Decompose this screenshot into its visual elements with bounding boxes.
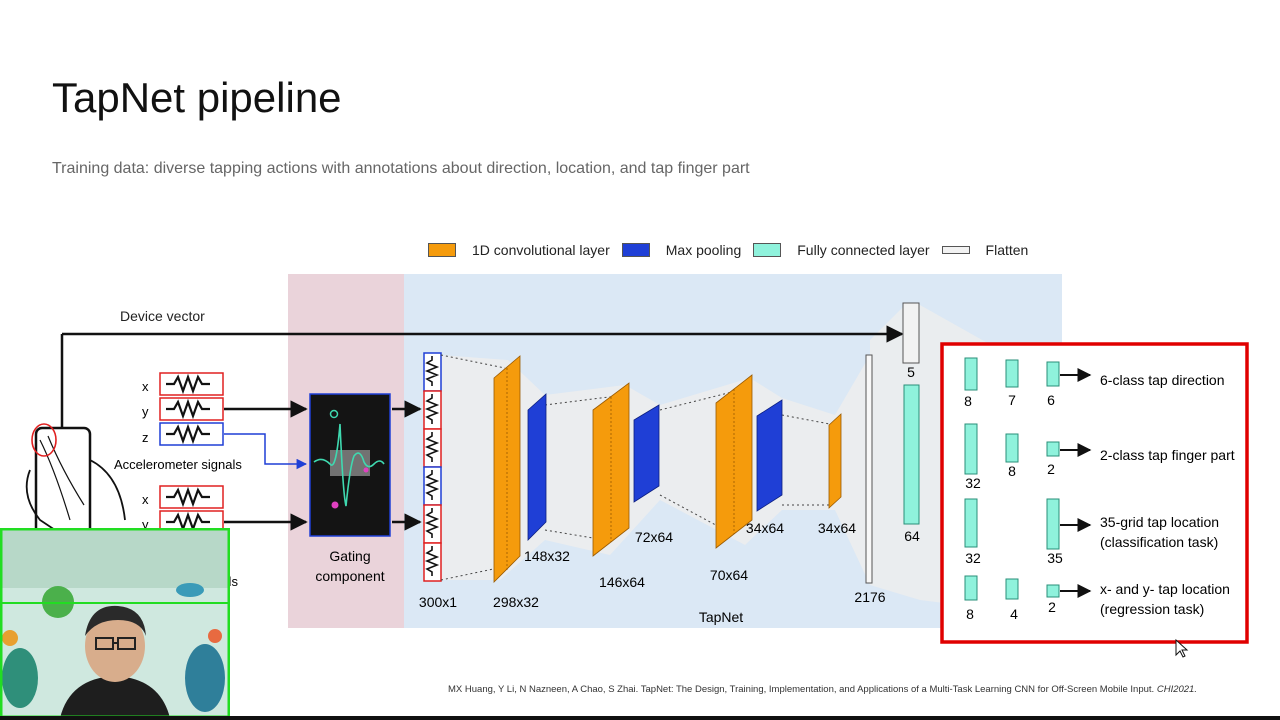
tapnet-panel xyxy=(404,274,1062,628)
head4-unit-3: 2 xyxy=(1048,599,1056,615)
legend-item-fc: Fully connected layer xyxy=(753,242,930,258)
dim-conv2: 146x64 xyxy=(599,574,645,590)
legend-item-maxpool: Max pooling xyxy=(621,242,742,258)
legend: 1D convolutional layer Max pooling Fully… xyxy=(428,240,1040,260)
accel-axis-z: z xyxy=(142,430,149,445)
legend-swatch-conv xyxy=(428,243,456,257)
fc-64-layer xyxy=(903,384,920,525)
gating-label-line1: Gating xyxy=(329,548,370,564)
slide-subtitle: Training data: diverse tapping actions w… xyxy=(52,160,750,177)
device-vector-box xyxy=(902,302,920,364)
head4-unit-1: 8 xyxy=(966,606,974,622)
head2-unit-2: 8 xyxy=(1008,463,1016,479)
head3-label-line2: (classification task) xyxy=(1100,534,1218,550)
webcam-overlay xyxy=(0,528,230,718)
dim-conv4: 34x64 xyxy=(818,520,856,536)
head1-unit-1: 8 xyxy=(964,393,972,409)
accelerometer-signals: x y z Accelerometer signals xyxy=(114,372,242,472)
accel-axis-y: y xyxy=(142,404,149,419)
head3-unit-3: 35 xyxy=(1047,550,1063,566)
legend-label-maxpool: Max pooling xyxy=(665,242,742,258)
dim-device-vector: 5 xyxy=(907,364,915,380)
citation-text: MX Huang, Y Li, N Nazneen, A Chao, S Zha… xyxy=(448,684,1155,695)
head2-label: 2-class tap finger part xyxy=(1100,447,1235,463)
webcam-video xyxy=(0,528,230,718)
fc-funnel xyxy=(870,305,1000,610)
dim-flatten: 2176 xyxy=(854,589,885,605)
legend-swatch-maxpool xyxy=(621,243,650,257)
input-signal-stack xyxy=(423,352,442,582)
flatten-layer xyxy=(865,354,873,584)
dim-conv3: 70x64 xyxy=(710,567,748,583)
conv-layer-4 xyxy=(828,413,842,509)
accelerometer-label: Accelerometer signals xyxy=(114,457,242,472)
head2-unit-3: 2 xyxy=(1047,461,1055,477)
maxpool-layer-1 xyxy=(527,393,547,541)
bottom-bar xyxy=(0,716,1280,720)
legend-item-flatten: Flatten xyxy=(941,242,1029,258)
dim-pool3: 34x64 xyxy=(746,520,784,536)
dim-input: 300x1 xyxy=(419,594,457,610)
head3-label-line1: 35-grid tap location xyxy=(1100,514,1219,530)
gating-label-line2: component xyxy=(315,568,384,584)
dim-conv1: 298x32 xyxy=(493,594,539,610)
heads-highlight-box xyxy=(940,342,1249,644)
legend-label-flatten: Flatten xyxy=(985,242,1029,258)
maxpool-layer-2 xyxy=(633,404,660,503)
legend-label-conv: 1D convolutional layer xyxy=(472,242,610,258)
head3-unit-1: 32 xyxy=(965,550,981,566)
legend-swatch-fc xyxy=(753,243,782,257)
accel-axis-x: x xyxy=(142,379,149,394)
head1-label: 6-class tap direction xyxy=(1100,372,1225,388)
head-direction: 8 7 6 6-class tap direction xyxy=(964,357,1225,409)
legend-item-conv: 1D convolutional layer xyxy=(428,242,610,258)
head1-unit-2: 7 xyxy=(1008,392,1016,408)
tapnet-label: TapNet xyxy=(699,609,743,625)
head4-label-line1: x- and y- tap location xyxy=(1100,581,1230,597)
maxpool-layer-3 xyxy=(756,399,783,512)
citation: MX Huang, Y Li, N Nazneen, A Chao, S Zha… xyxy=(448,684,1197,695)
head1-unit-3: 6 xyxy=(1047,392,1055,408)
legend-label-fc: Fully connected layer xyxy=(797,242,930,258)
head4-unit-2: 4 xyxy=(1010,606,1018,622)
cnn-funnel xyxy=(440,355,870,585)
device-vector-label: Device vector xyxy=(120,308,205,324)
dim-pool1: 148x32 xyxy=(524,548,570,564)
conv-layer-3 xyxy=(715,374,753,549)
dim-fc: 64 xyxy=(904,528,920,544)
slide-title: TapNet pipeline xyxy=(52,74,342,121)
mouse-cursor-icon xyxy=(1175,638,1189,658)
gating-panel xyxy=(288,274,404,628)
head-xy-location: 8 4 2 x- and y- tap location (regression… xyxy=(964,575,1230,622)
dim-pool2: 72x64 xyxy=(635,529,673,545)
citation-venue: CHI2021. xyxy=(1156,684,1197,695)
head-finger-part: 32 8 2 2-class tap finger part xyxy=(964,423,1235,491)
gating-component: Gating component xyxy=(309,393,391,584)
head4-label-line2: (regression task) xyxy=(1100,601,1204,617)
gyro-axis-x: x xyxy=(142,492,149,507)
head2-unit-1: 32 xyxy=(965,475,981,491)
conv-layer-1 xyxy=(493,355,521,583)
legend-swatch-flatten xyxy=(941,246,970,254)
head-grid-location: 32 35 35-grid tap location (classificati… xyxy=(964,498,1219,566)
conv-layer-2 xyxy=(592,382,630,557)
